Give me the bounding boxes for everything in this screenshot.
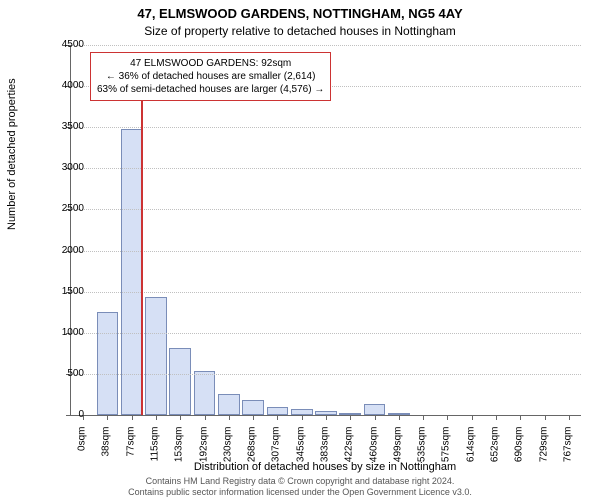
gridline bbox=[71, 251, 581, 252]
x-tick-label: 115sqm bbox=[150, 427, 161, 477]
y-tick-label: 2000 bbox=[24, 245, 84, 256]
gridline bbox=[71, 168, 581, 169]
x-tick bbox=[277, 415, 278, 420]
x-tick bbox=[472, 415, 473, 420]
bar bbox=[218, 394, 240, 415]
x-tick-label: 729sqm bbox=[538, 427, 549, 477]
y-axis-title: Number of detached properties bbox=[6, 78, 18, 230]
y-tick-label: 1500 bbox=[24, 286, 84, 297]
x-tick-label: 383sqm bbox=[320, 427, 331, 477]
x-tick-label: 38sqm bbox=[101, 427, 112, 477]
x-tick bbox=[326, 415, 327, 420]
x-tick-label: 192sqm bbox=[198, 427, 209, 477]
y-tick-label: 3500 bbox=[24, 121, 84, 132]
bar bbox=[97, 312, 119, 415]
attribution-line2: Contains public sector information licen… bbox=[0, 487, 600, 498]
x-tick bbox=[302, 415, 303, 420]
x-tick bbox=[229, 415, 230, 420]
gridline bbox=[71, 292, 581, 293]
title-subtitle: Size of property relative to detached ho… bbox=[0, 24, 600, 38]
x-tick-label: 535sqm bbox=[417, 427, 428, 477]
title-address: 47, ELMSWOOD GARDENS, NOTTINGHAM, NG5 4A… bbox=[0, 6, 600, 21]
gridline bbox=[71, 127, 581, 128]
x-tick-label: 690sqm bbox=[514, 427, 525, 477]
x-tick-label: 230sqm bbox=[222, 427, 233, 477]
bar bbox=[145, 297, 167, 415]
x-tick bbox=[447, 415, 448, 420]
x-tick bbox=[107, 415, 108, 420]
y-tick-label: 1000 bbox=[24, 327, 84, 338]
annotation-line2: ← 36% of detached houses are smaller (2,… bbox=[97, 70, 324, 83]
x-tick-label: 307sqm bbox=[271, 427, 282, 477]
gridline bbox=[71, 209, 581, 210]
bar bbox=[267, 407, 289, 415]
x-tick bbox=[132, 415, 133, 420]
x-tick bbox=[156, 415, 157, 420]
x-tick-label: 77sqm bbox=[125, 427, 136, 477]
chart-container: 47, ELMSWOOD GARDENS, NOTTINGHAM, NG5 4A… bbox=[0, 0, 600, 500]
x-tick bbox=[520, 415, 521, 420]
x-tick bbox=[399, 415, 400, 420]
x-tick-label: 575sqm bbox=[441, 427, 452, 477]
annotation-line1: 47 ELMSWOOD GARDENS: 92sqm bbox=[97, 57, 324, 70]
x-tick bbox=[569, 415, 570, 420]
x-tick bbox=[423, 415, 424, 420]
bar bbox=[242, 400, 264, 415]
x-tick bbox=[205, 415, 206, 420]
x-tick-label: 153sqm bbox=[174, 427, 185, 477]
y-tick-label: 4000 bbox=[24, 80, 84, 91]
gridline bbox=[71, 374, 581, 375]
x-tick bbox=[180, 415, 181, 420]
gridline bbox=[71, 333, 581, 334]
x-tick-label: 460sqm bbox=[368, 427, 379, 477]
x-tick-label: 652sqm bbox=[490, 427, 501, 477]
x-tick-label: 0sqm bbox=[77, 427, 88, 477]
x-tick-label: 767sqm bbox=[562, 427, 573, 477]
annotation-box: 47 ELMSWOOD GARDENS: 92sqm← 36% of detac… bbox=[90, 52, 331, 101]
x-tick bbox=[375, 415, 376, 420]
y-tick-label: 3000 bbox=[24, 162, 84, 173]
annotation-line3: 63% of semi-detached houses are larger (… bbox=[97, 83, 324, 96]
y-tick-label: 500 bbox=[24, 368, 84, 379]
attribution: Contains HM Land Registry data © Crown c… bbox=[0, 476, 600, 498]
attribution-line1: Contains HM Land Registry data © Crown c… bbox=[0, 476, 600, 487]
x-tick bbox=[496, 415, 497, 420]
x-tick bbox=[545, 415, 546, 420]
bar bbox=[364, 404, 386, 415]
y-tick-label: 2500 bbox=[24, 203, 84, 214]
bar bbox=[169, 348, 191, 415]
x-tick-label: 268sqm bbox=[247, 427, 258, 477]
x-tick bbox=[350, 415, 351, 420]
y-tick-label: 0 bbox=[24, 409, 84, 420]
y-tick-label: 4500 bbox=[24, 39, 84, 50]
gridline bbox=[71, 45, 581, 46]
x-tick bbox=[253, 415, 254, 420]
marker-line bbox=[141, 67, 143, 415]
x-tick-label: 345sqm bbox=[295, 427, 306, 477]
bar bbox=[121, 129, 143, 415]
bar bbox=[194, 371, 216, 415]
x-tick-label: 499sqm bbox=[392, 427, 403, 477]
x-tick-label: 422sqm bbox=[344, 427, 355, 477]
x-tick-label: 614sqm bbox=[465, 427, 476, 477]
